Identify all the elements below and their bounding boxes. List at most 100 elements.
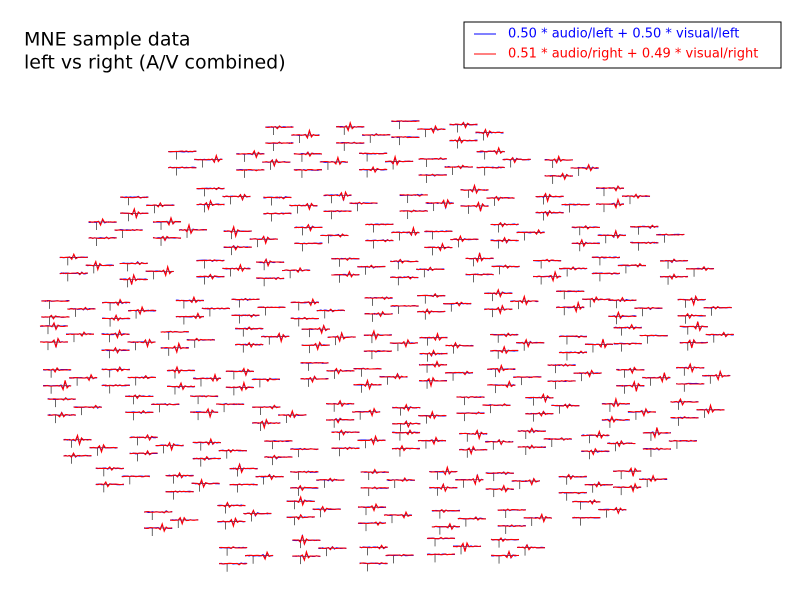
sensor-trace bbox=[389, 338, 418, 349]
sensor-trace bbox=[95, 466, 124, 472]
sensor-trace bbox=[460, 183, 489, 195]
legend-label: 0.51 * audio/right + 0.49 * visual/right bbox=[508, 47, 758, 62]
sensor-trace bbox=[262, 158, 291, 168]
sensor-trace bbox=[243, 508, 272, 517]
sensor-trace bbox=[581, 447, 610, 456]
sensor-trace bbox=[192, 437, 221, 446]
sensor-trace bbox=[702, 369, 731, 382]
sensor-trace bbox=[558, 335, 588, 339]
sensor-trace bbox=[429, 465, 458, 476]
sensor-trace bbox=[419, 349, 448, 357]
sensor-trace bbox=[617, 262, 647, 268]
sensor-trace bbox=[601, 415, 631, 424]
sensor-trace bbox=[256, 276, 285, 281]
sensor-trace bbox=[73, 404, 102, 409]
sensor-trace bbox=[510, 294, 539, 306]
sensor-trace bbox=[349, 201, 378, 205]
sensor-trace bbox=[513, 376, 542, 379]
sensor-trace bbox=[128, 305, 157, 316]
sensor-trace bbox=[102, 313, 131, 322]
sensor-trace bbox=[251, 377, 280, 383]
sensor-trace bbox=[627, 407, 656, 418]
sensor-trace bbox=[225, 380, 254, 392]
sensor-trace bbox=[491, 549, 520, 559]
sensor-trace bbox=[497, 524, 526, 528]
sensor-trace bbox=[152, 235, 182, 242]
sensor-trace bbox=[362, 133, 391, 137]
sensor-trace bbox=[425, 198, 454, 209]
sensor-trace bbox=[596, 185, 625, 192]
sensor-trace bbox=[457, 516, 486, 521]
sensor-trace bbox=[257, 306, 286, 309]
sensor-trace bbox=[399, 209, 428, 213]
sensor-trace bbox=[417, 307, 446, 315]
sensor-trace bbox=[455, 474, 484, 487]
sensor-trace bbox=[417, 292, 446, 298]
sensor-trace bbox=[217, 501, 246, 509]
sensor-trace bbox=[535, 192, 564, 204]
sensor-trace bbox=[167, 381, 196, 391]
sensor-trace bbox=[101, 366, 130, 373]
sensor-trace bbox=[129, 449, 158, 456]
chart-title: MNE sample data bbox=[24, 29, 191, 51]
sensor-trace bbox=[485, 484, 514, 494]
sensor-trace bbox=[391, 120, 420, 123]
sensor-trace bbox=[385, 154, 414, 167]
sensor-trace bbox=[486, 195, 515, 202]
sensor-trace bbox=[235, 341, 264, 349]
sensor-trace bbox=[39, 321, 69, 331]
sensor-trace bbox=[490, 221, 519, 228]
sensor-trace bbox=[160, 341, 189, 355]
sensor-trace bbox=[229, 462, 258, 475]
sensor-trace bbox=[449, 121, 478, 129]
sensor-trace bbox=[444, 164, 473, 170]
sensor-trace bbox=[476, 146, 505, 156]
sensor-trace bbox=[443, 301, 472, 307]
sensor-trace bbox=[551, 403, 580, 409]
sensor-trace bbox=[144, 522, 173, 533]
sensor-trace bbox=[252, 404, 281, 410]
sensor-trace bbox=[597, 229, 626, 240]
sensor-trace bbox=[190, 407, 219, 419]
sensor-trace bbox=[263, 196, 292, 200]
sensor-trace bbox=[634, 306, 663, 310]
sensor-trace bbox=[616, 366, 645, 375]
sensor-trace bbox=[390, 275, 419, 280]
sensor-trace bbox=[120, 196, 149, 199]
sensor-trace bbox=[517, 427, 546, 434]
sensor-trace bbox=[63, 452, 92, 458]
sensor-trace bbox=[639, 474, 668, 483]
sensor-trace bbox=[359, 544, 388, 550]
sensor-trace bbox=[102, 298, 131, 307]
sensor-trace bbox=[88, 217, 117, 227]
sensor-trace bbox=[119, 272, 148, 285]
sensor-trace bbox=[121, 475, 150, 478]
sensor-trace bbox=[431, 508, 460, 514]
sensor-trace bbox=[676, 382, 705, 385]
sensor-trace bbox=[424, 242, 453, 252]
sensor-trace bbox=[703, 306, 732, 310]
sensor-trace bbox=[379, 372, 408, 380]
sensor-trace bbox=[160, 330, 189, 333]
sensor-trace bbox=[217, 516, 246, 529]
sensor-trace bbox=[668, 439, 697, 443]
sensor-trace bbox=[318, 546, 347, 551]
sensor-trace bbox=[459, 428, 488, 441]
sensor-trace bbox=[41, 314, 70, 320]
sensor-trace bbox=[502, 156, 531, 164]
sensor-trace bbox=[196, 273, 225, 281]
sensor-trace bbox=[571, 225, 600, 230]
chart-title: left vs right (A/V combined) bbox=[24, 52, 286, 74]
sensor-trace bbox=[326, 417, 355, 424]
sensor-trace bbox=[127, 338, 156, 349]
sensor-trace bbox=[359, 562, 388, 565]
sensor-trace bbox=[293, 151, 323, 158]
sensor-trace bbox=[359, 165, 388, 174]
sensor-trace bbox=[679, 338, 708, 349]
legend: 0.50 * audio/left + 0.50 * visual/left 0.… bbox=[463, 21, 782, 69]
sensor-trace bbox=[497, 508, 526, 512]
sensor-trace bbox=[418, 409, 447, 420]
sensor-trace bbox=[175, 311, 204, 320]
sensor-trace bbox=[613, 466, 642, 477]
